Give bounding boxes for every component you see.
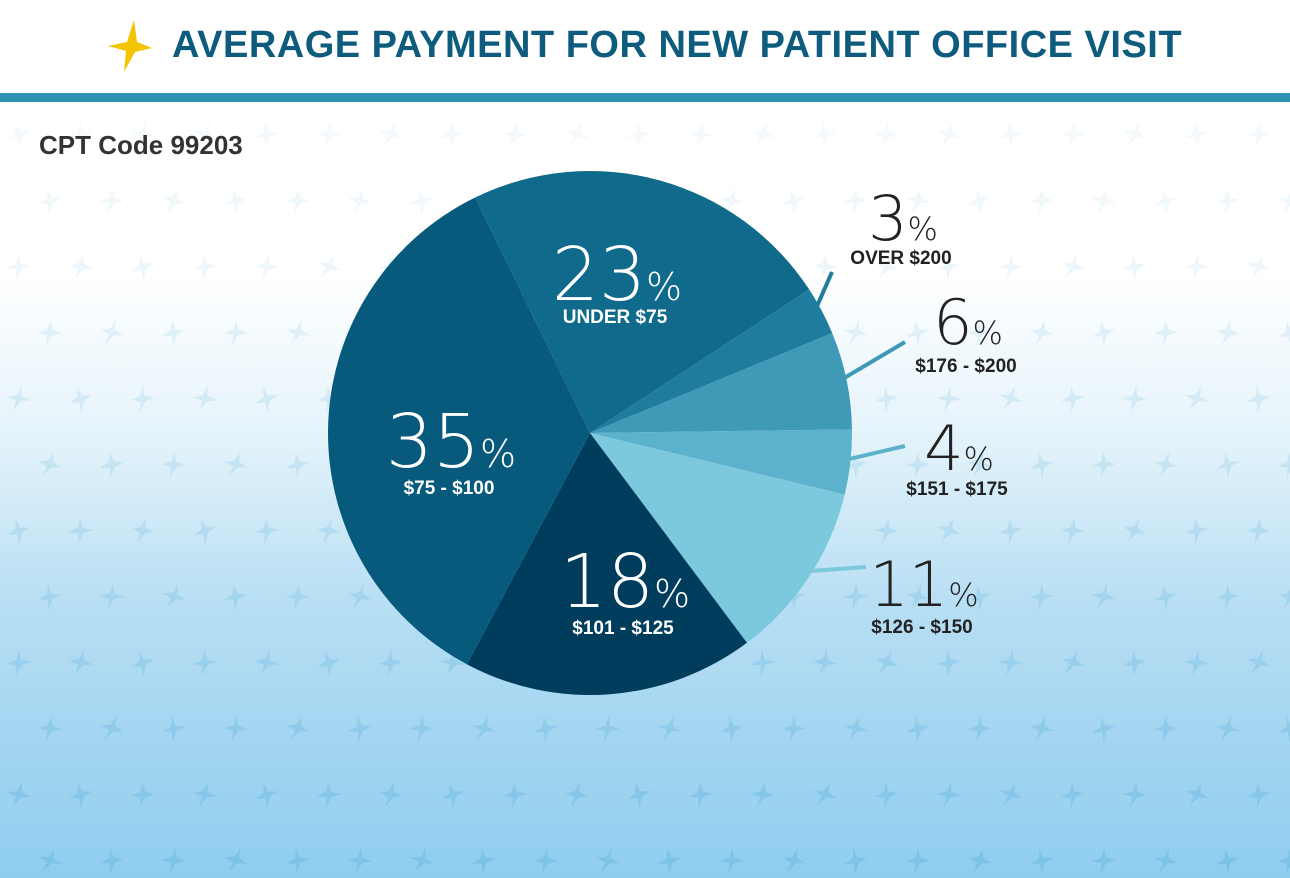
slice-label-6: $75 - $100	[404, 478, 495, 499]
slice-percent-3: 4%	[924, 412, 994, 485]
pie-slice-2	[590, 333, 852, 433]
leader-line-1	[811, 271, 834, 317]
slice-percent-2: 6%	[933, 286, 1003, 359]
slice-label-5: $101 - $125	[572, 618, 674, 639]
slice-percent-4: 11%	[869, 548, 978, 621]
header-divider	[0, 93, 1290, 102]
slice-percent-6: 35%	[386, 399, 516, 485]
chart-subtitle: CPT Code 99203	[39, 130, 243, 160]
pie-slice-3	[590, 429, 852, 495]
slice-percent-1: 3%	[868, 182, 938, 255]
star-logo-icon	[108, 20, 152, 72]
slice-label-3: $151 - $175	[906, 479, 1008, 500]
pie-slice-5	[466, 433, 747, 695]
slice-label-0: UNDER $75	[563, 307, 668, 328]
slice-label-4: $126 - $150	[871, 617, 972, 638]
leader-line-4	[800, 565, 867, 574]
pie-slice-0	[475, 171, 810, 434]
page-title: AVERAGE PAYMENT FOR NEW PATIENT OFFICE V…	[172, 24, 1183, 66]
slice-label-2: $176 - $200	[915, 356, 1016, 377]
header: AVERAGE PAYMENT FOR NEW PATIENT OFFICE V…	[0, 0, 1290, 93]
pie-slice-1	[590, 289, 833, 433]
pie-slice-4	[590, 433, 845, 643]
star-pattern	[6, 121, 1290, 875]
leader-line-3	[839, 444, 906, 464]
slice-label-1: OVER $200	[850, 248, 951, 269]
pie-slice-6	[327, 197, 590, 665]
leader-line-2	[835, 340, 907, 385]
slice-percent-5: 18%	[560, 539, 690, 625]
slice-percent-0: 23%	[552, 232, 682, 318]
